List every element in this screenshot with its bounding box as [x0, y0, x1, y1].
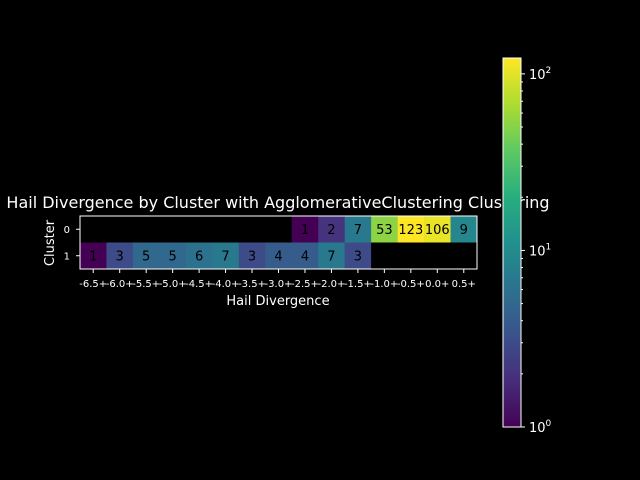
chart-title: Hail Divergence by Cluster with Agglomer…	[6, 193, 549, 212]
y-axis-label: Cluster	[43, 219, 58, 266]
heatmap-cell-empty	[106, 216, 134, 243]
cell-value-label: 7	[221, 249, 229, 264]
x-axis-ticks: -6.5+-6.0+-5.5+-5.0+-4.5+-4.0+-3.5+-3.0+…	[79, 269, 476, 290]
x-tick-label: -3.0+	[265, 279, 293, 290]
heatmap-cell	[344, 216, 372, 243]
heatmap-cell-empty	[265, 216, 293, 243]
heatmap-cell	[450, 216, 478, 243]
cell-value-label: 53	[376, 223, 393, 238]
heatmap-cell-empty	[159, 216, 187, 243]
heatmap-cell-empty	[397, 242, 425, 270]
heatmap-cell	[344, 242, 372, 270]
x-tick-label: -6.0+	[106, 279, 134, 290]
cell-value-label: 1	[301, 223, 309, 238]
x-tick-label: -1.0+	[370, 279, 398, 290]
cell-value-label: 3	[116, 249, 124, 264]
x-tick-label: -5.0+	[159, 279, 187, 290]
heatmap-cell-labels: 1 2 7 53 123 106 91 3 5 5 6 7 3 4 4 7 3	[89, 223, 468, 265]
cell-value-label: 3	[248, 249, 256, 264]
cell-value-label: 4	[274, 249, 282, 264]
cell-value-label: 7	[354, 223, 362, 238]
heatmap-cell-empty	[371, 242, 398, 270]
heatmap-cell	[185, 242, 213, 270]
x-tick-label: -4.5+	[185, 279, 213, 290]
x-tick-label: -4.0+	[212, 279, 240, 290]
colorbar-tick-label: 100	[529, 419, 552, 436]
heatmap-cell-empty	[238, 216, 266, 243]
x-tick-label: 0.0+	[425, 279, 449, 290]
x-tick-label: -0.5+	[397, 279, 425, 290]
cell-value-label: 5	[168, 249, 176, 264]
x-tick-label: -1.5+	[344, 279, 372, 290]
heatmap-cell	[159, 242, 187, 270]
cell-value-label: 9	[460, 223, 468, 238]
heatmap-cell	[80, 242, 107, 270]
cell-value-label: 2	[327, 223, 335, 238]
cell-value-label: 1	[89, 249, 97, 264]
x-tick-label: -3.5+	[238, 279, 266, 290]
x-tick-label: -2.5+	[291, 279, 319, 290]
heatmap-cell-empty	[132, 216, 160, 243]
colorbar-tick-label: 102	[529, 66, 551, 83]
heatmap-cell-empty	[450, 242, 478, 270]
heatmap-cell-empty	[80, 216, 107, 243]
colorbar-tick-label: 101	[529, 242, 551, 259]
y-tick-label: 0	[64, 225, 70, 236]
cell-value-label: 7	[327, 249, 335, 264]
heatmap-cell	[132, 242, 160, 270]
heatmap-cell	[265, 242, 293, 270]
x-axis-label: Hail Divergence	[226, 294, 329, 309]
heatmap-cell-empty	[424, 242, 451, 270]
y-axis-ticks: 01	[64, 225, 80, 262]
colorbar-ticks: 100 101 102	[521, 66, 552, 436]
cell-value-label: 3	[354, 249, 362, 264]
y-tick-label: 1	[64, 251, 70, 262]
heatmap-cell	[238, 242, 266, 270]
colorbar	[502, 57, 522, 428]
x-tick-label: 0.5+	[452, 279, 476, 290]
heatmap-cell	[318, 216, 345, 243]
heatmap-cell	[106, 242, 134, 270]
heatmap-cell	[397, 216, 425, 243]
heatmap-cell-empty	[212, 216, 240, 243]
cell-value-label: 106	[425, 223, 450, 238]
heatmap-cell-empty	[185, 216, 213, 243]
cell-value-label: 123	[398, 223, 423, 238]
heatmap-cells	[80, 216, 478, 270]
cell-value-label: 5	[142, 249, 150, 264]
cell-value-label: 4	[301, 249, 309, 264]
heatmap-cell	[291, 216, 319, 243]
heatmap-cell	[424, 216, 451, 243]
cell-value-label: 6	[195, 249, 203, 264]
x-tick-label: -5.5+	[132, 279, 160, 290]
heatmap-cell	[318, 242, 345, 270]
x-tick-label: -6.5+	[79, 279, 107, 290]
heatmap-cell	[212, 242, 240, 270]
heatmap-cell	[371, 216, 398, 243]
heatmap-cell	[291, 242, 319, 270]
x-tick-label: -2.0+	[317, 279, 345, 290]
